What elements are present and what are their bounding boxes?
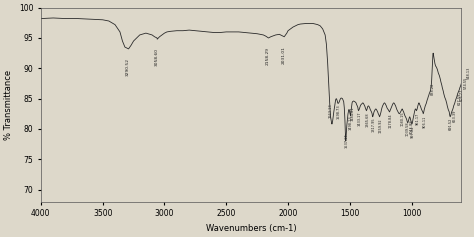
Text: 1498.13: 1498.13 [349, 116, 353, 130]
Text: 1259.92: 1259.92 [379, 118, 383, 133]
Text: 2031.01: 2031.01 [282, 46, 286, 64]
Text: 1537.17: 1537.17 [344, 134, 348, 148]
Text: 548.13: 548.13 [466, 67, 471, 79]
Text: 1484.81: 1484.81 [351, 106, 355, 121]
X-axis label: Wavenumbers (cm-1): Wavenumbers (cm-1) [206, 224, 296, 233]
Text: 1178.84: 1178.84 [389, 114, 392, 128]
Text: 1011.88: 1011.88 [409, 120, 413, 134]
Text: 997.84: 997.84 [411, 126, 415, 138]
Text: 1663.13: 1663.13 [328, 103, 333, 118]
Text: 663.39: 663.39 [452, 109, 456, 122]
Text: 1598.73: 1598.73 [337, 105, 341, 119]
Text: 605.77: 605.77 [459, 88, 464, 101]
Text: 961.17: 961.17 [416, 113, 419, 125]
Text: 3058.60: 3058.60 [155, 48, 159, 66]
Text: 574.55: 574.55 [463, 76, 467, 89]
Text: 838.28: 838.28 [431, 82, 435, 95]
Text: 1433.17: 1433.17 [357, 111, 361, 126]
Text: 1365.68: 1365.68 [365, 113, 369, 127]
Text: 1317.95: 1317.95 [371, 117, 375, 132]
Text: 1080.15: 1080.15 [401, 111, 405, 126]
Text: 906.11: 906.11 [422, 116, 426, 128]
Text: 691.52: 691.52 [449, 117, 453, 130]
Text: 617.59: 617.59 [458, 92, 462, 105]
Text: 3290.52: 3290.52 [126, 58, 130, 76]
Text: 2158.29: 2158.29 [266, 47, 270, 65]
Text: 1039.58: 1039.58 [406, 122, 410, 136]
Y-axis label: % Transmittance: % Transmittance [4, 70, 13, 140]
